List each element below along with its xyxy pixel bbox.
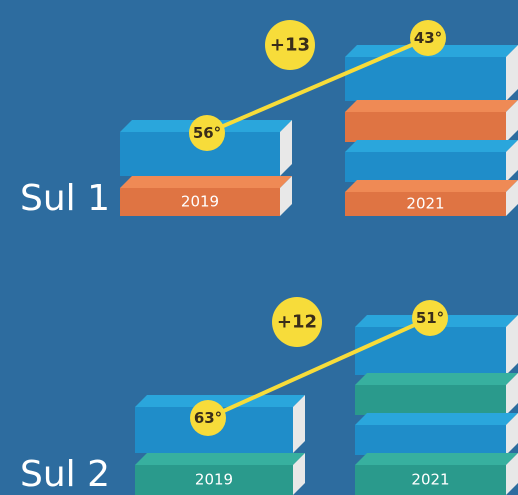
badge-circle xyxy=(412,300,448,336)
book-top xyxy=(355,373,518,385)
book-top xyxy=(135,395,305,407)
badge-circle xyxy=(272,297,322,347)
book-pages xyxy=(506,180,518,216)
connector xyxy=(207,316,431,420)
book-top xyxy=(345,180,518,192)
badge-circle xyxy=(265,20,315,70)
book-top xyxy=(120,176,292,188)
badge-text: +12 xyxy=(277,312,317,333)
book-cover xyxy=(120,188,280,216)
group-label: Sul 1 xyxy=(20,178,110,219)
badge-circle xyxy=(190,400,226,436)
badge-text: 51° xyxy=(416,309,444,327)
book-pages xyxy=(506,315,518,375)
book-top xyxy=(355,413,518,425)
book-cover xyxy=(345,57,506,101)
book-top xyxy=(345,100,518,112)
overlay: 2019 2021 Sul 1 56° 43° +13 2019 2021 Sul 2 63° 51… xyxy=(20,20,450,495)
badge-text: 43° xyxy=(414,29,442,47)
year-label: 2021 xyxy=(411,471,449,489)
book-cover xyxy=(355,385,506,415)
book-cover xyxy=(355,465,506,495)
book-cover xyxy=(345,192,506,216)
year-label: 2019 xyxy=(181,193,219,211)
badge-circle xyxy=(410,20,446,56)
book-top xyxy=(345,140,518,152)
book-pages xyxy=(506,140,518,182)
book-pages xyxy=(293,395,305,453)
badge-text: +13 xyxy=(270,35,310,56)
book-pages xyxy=(280,176,292,216)
book-pages xyxy=(506,373,518,415)
book-top xyxy=(135,453,305,465)
book-pages xyxy=(293,453,305,495)
book-cover xyxy=(345,112,506,142)
book-cover xyxy=(345,152,506,182)
connector xyxy=(206,36,429,135)
year-label: 2021 xyxy=(406,195,444,213)
badge-text: 56° xyxy=(193,124,221,142)
book-pages xyxy=(506,453,518,495)
badge-text: 63° xyxy=(194,409,222,427)
book-pages xyxy=(506,413,518,455)
book-cover xyxy=(135,465,293,495)
book-pages xyxy=(506,100,518,142)
badge-circle xyxy=(189,115,225,151)
book-top xyxy=(355,453,518,465)
book-pages xyxy=(506,45,518,101)
book-cover xyxy=(355,425,506,455)
year-label: 2019 xyxy=(195,471,233,489)
book-pages xyxy=(280,120,292,176)
group-label: Sul 2 xyxy=(20,454,110,495)
book-stacks xyxy=(120,45,518,495)
